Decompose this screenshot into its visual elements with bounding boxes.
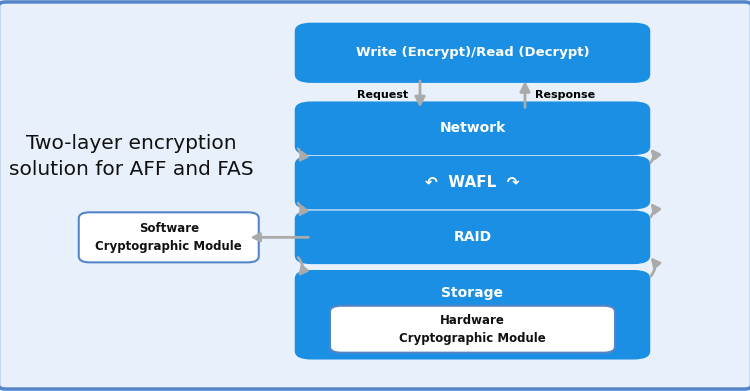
FancyBboxPatch shape: [295, 270, 650, 360]
FancyBboxPatch shape: [295, 101, 650, 155]
FancyBboxPatch shape: [295, 210, 650, 264]
Text: Response: Response: [535, 90, 595, 100]
Text: Request: Request: [357, 90, 408, 100]
Text: ↶  WAFL  ↷: ↶ WAFL ↷: [425, 175, 520, 190]
Text: Network: Network: [440, 121, 506, 135]
FancyBboxPatch shape: [295, 23, 650, 83]
Text: Two-layer encryption
solution for AFF and FAS: Two-layer encryption solution for AFF an…: [9, 134, 254, 179]
Text: Hardware
Cryptographic Module: Hardware Cryptographic Module: [399, 314, 546, 345]
FancyBboxPatch shape: [79, 212, 259, 262]
FancyBboxPatch shape: [295, 156, 650, 209]
Text: Storage: Storage: [442, 286, 503, 300]
Text: Software
Cryptographic Module: Software Cryptographic Module: [95, 222, 242, 253]
Text: Write (Encrypt)/Read (Decrypt): Write (Encrypt)/Read (Decrypt): [356, 46, 590, 59]
FancyBboxPatch shape: [330, 306, 615, 353]
Text: RAID: RAID: [454, 230, 491, 244]
